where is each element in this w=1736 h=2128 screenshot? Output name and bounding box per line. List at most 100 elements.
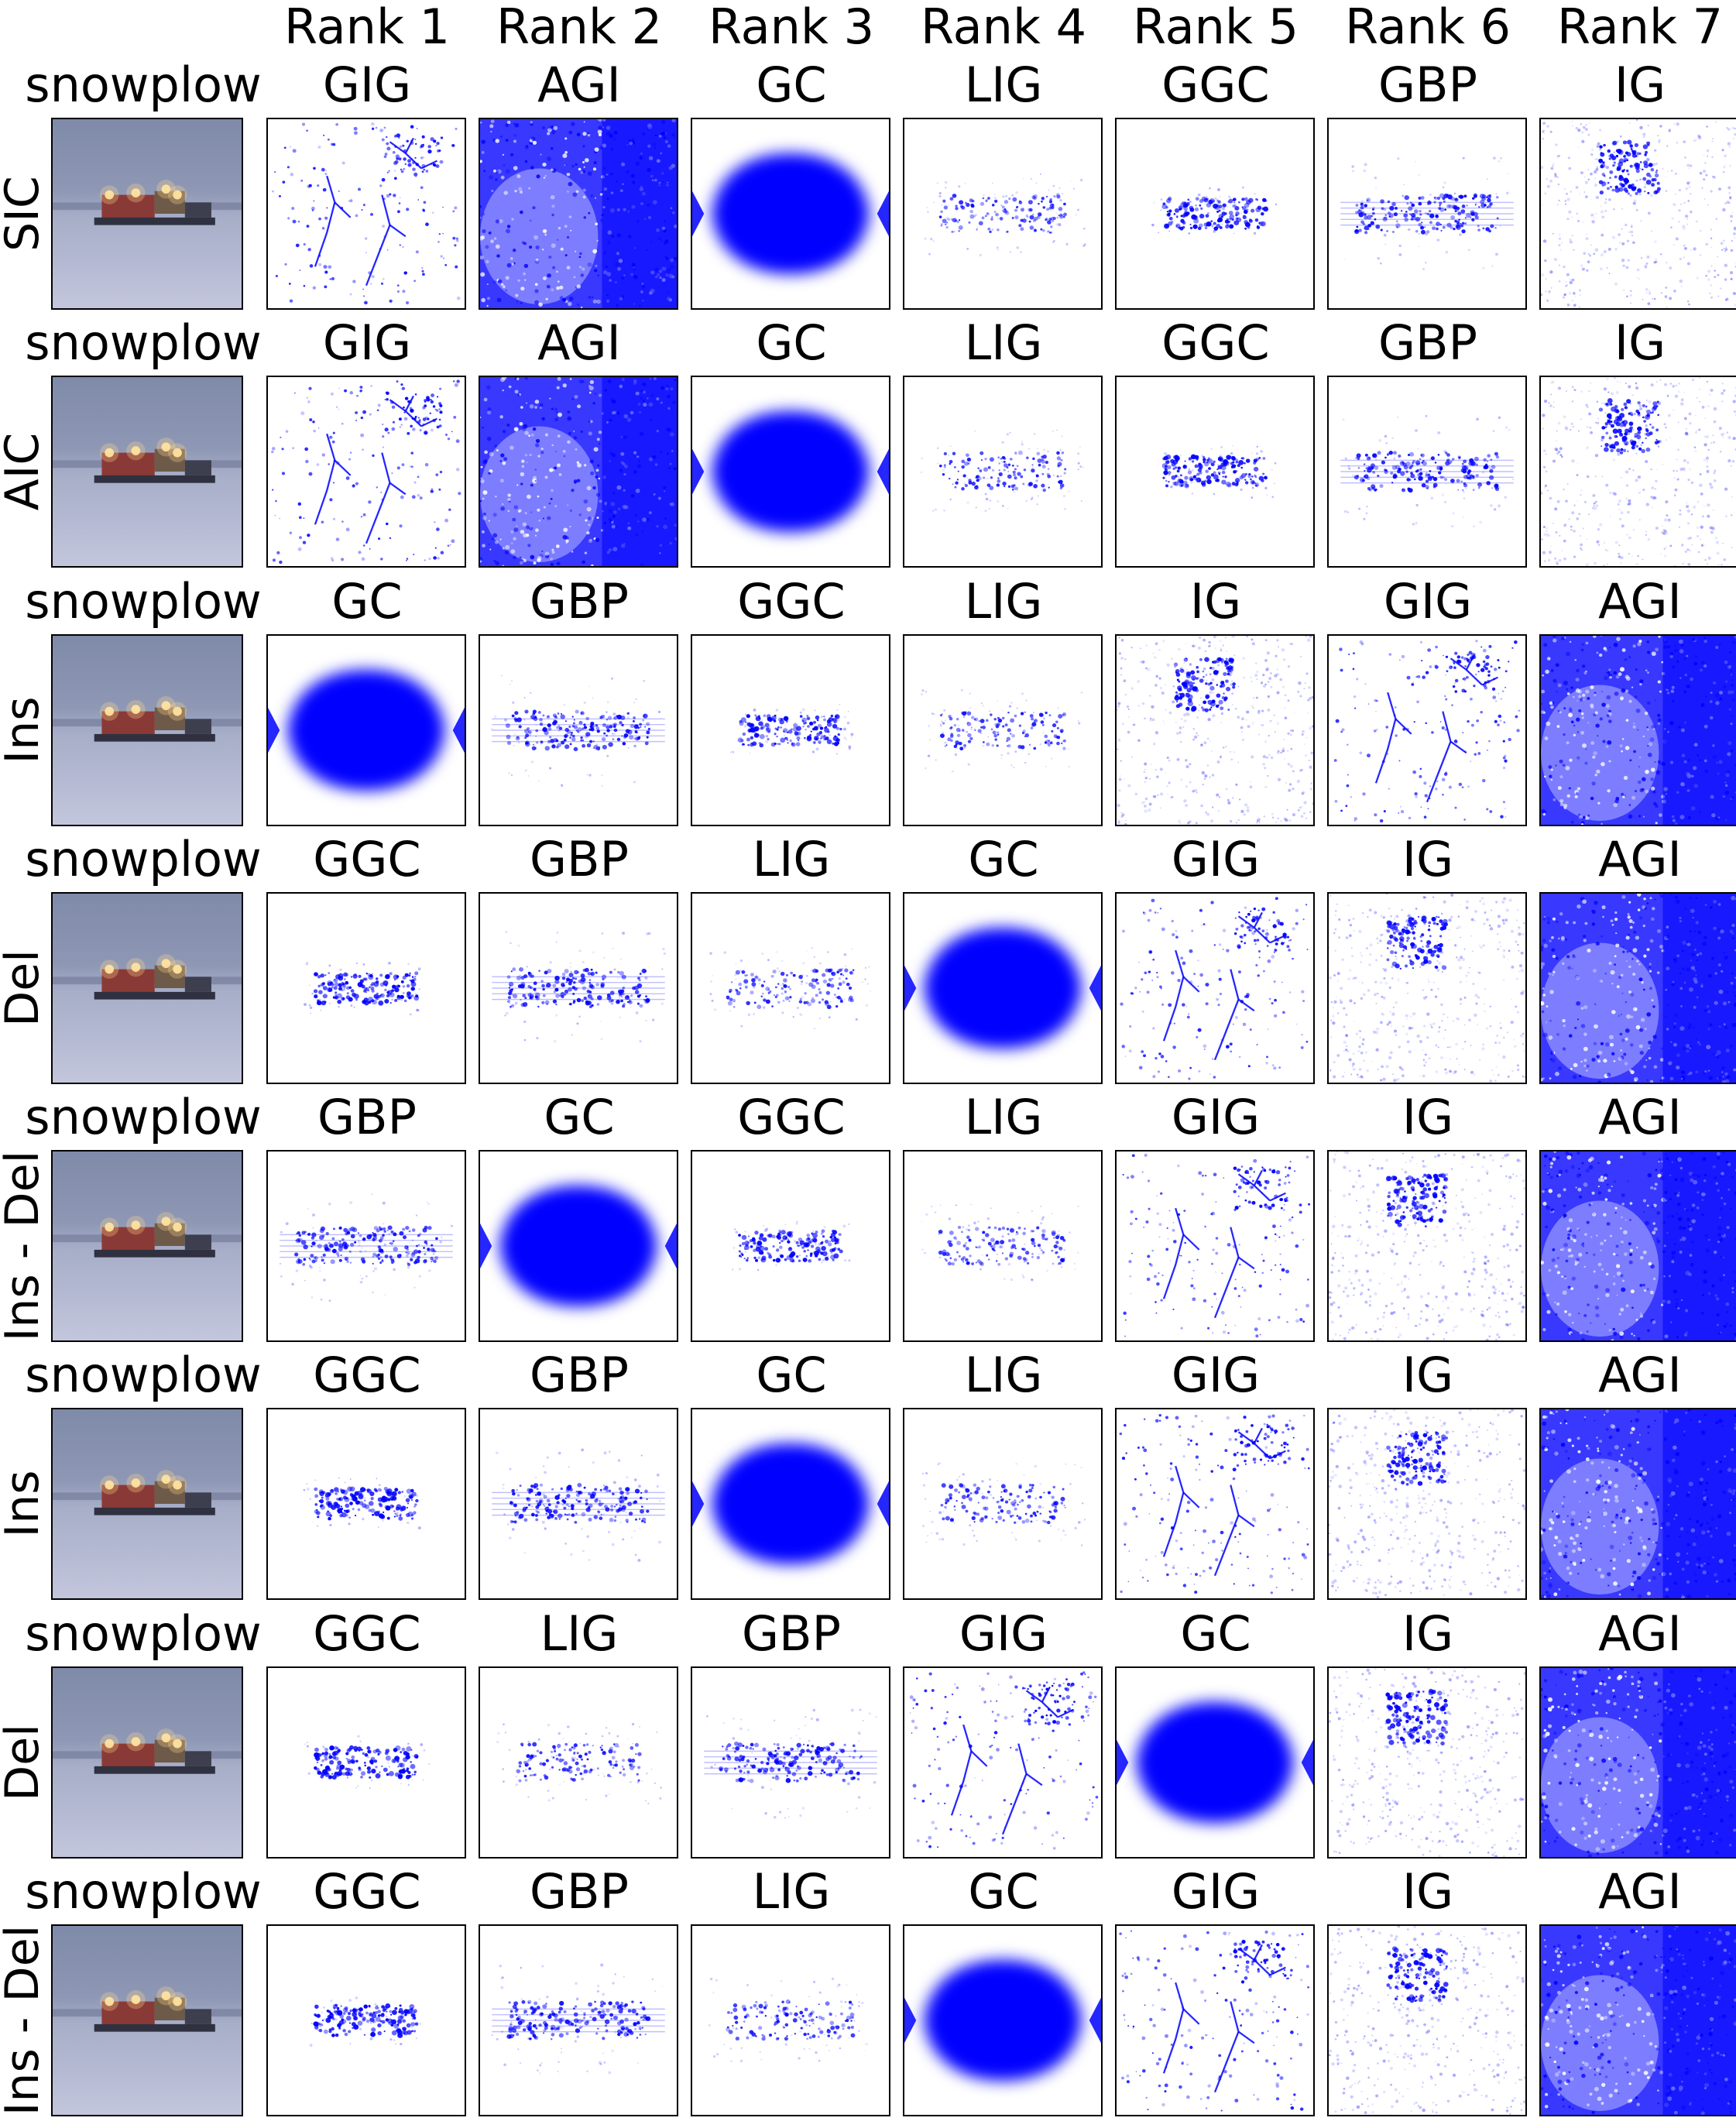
attribution-cell: IG xyxy=(1322,829,1534,1087)
method-label: GBP xyxy=(742,1605,841,1662)
method-label: AGI xyxy=(1598,1347,1682,1403)
figure-row: snowplow AIC GIG AGI GC LIG GGC GBP IG xyxy=(0,312,1736,571)
saliency-map xyxy=(1539,1924,1736,2116)
saliency-map xyxy=(1115,118,1315,310)
attribution-cell: LIG xyxy=(897,1344,1110,1603)
saliency-map-gig xyxy=(1119,1930,1310,2112)
attribution-cell: AGI xyxy=(473,54,685,313)
method-label: GIG xyxy=(1383,573,1473,630)
method-label: GIG xyxy=(1171,1863,1261,1920)
saliency-map xyxy=(1539,376,1736,568)
class-label: snowplow xyxy=(25,1605,262,1662)
method-label: AGI xyxy=(1598,573,1682,630)
class-label: snowplow xyxy=(25,831,262,887)
attribution-cell: IG xyxy=(1322,1086,1534,1345)
snowplow-photo xyxy=(53,1728,242,1774)
attribution-cell: GIG xyxy=(261,54,473,313)
saliency-map xyxy=(266,1150,466,1342)
method-label: GBP xyxy=(1378,57,1477,113)
row-label-container: Ins xyxy=(0,634,50,826)
saliency-map-gc xyxy=(904,927,1101,1049)
saliency-map-gig xyxy=(271,379,461,565)
attribution-cell: GIG xyxy=(897,1603,1110,1862)
attribution-cell: GGC xyxy=(261,1861,473,2119)
saliency-map-ig xyxy=(1329,1409,1525,1598)
attribution-cell: GIG xyxy=(261,312,473,571)
row-label-container: Ins - Del xyxy=(0,1150,50,1342)
saliency-map xyxy=(691,1150,890,1342)
attribution-cell: GGC xyxy=(1110,54,1322,313)
saliency-map xyxy=(1115,634,1315,826)
saliency-map xyxy=(1327,1666,1527,1859)
attribution-cell: AGI xyxy=(1534,1861,1736,2119)
saliency-map xyxy=(903,376,1103,568)
saliency-map-gig xyxy=(272,122,461,305)
attribution-cell: IG xyxy=(1322,1861,1534,2119)
saliency-map-gbp xyxy=(1340,414,1515,528)
method-label: GIG xyxy=(1171,831,1261,887)
saliency-map-gbp xyxy=(491,1963,665,2075)
method-label: GBP xyxy=(1378,314,1477,371)
class-label: snowplow xyxy=(25,1347,262,1403)
method-label: IG xyxy=(1401,1089,1454,1145)
saliency-map xyxy=(266,634,466,826)
attribution-cell: GGC xyxy=(685,571,897,829)
saliency-map-gc xyxy=(692,410,889,533)
method-label: GC xyxy=(756,57,827,113)
row-label-container: Ins - Del xyxy=(0,1924,50,2116)
saliency-map xyxy=(691,1924,890,2116)
attribution-cell: AGI xyxy=(1534,829,1736,1087)
saliency-map xyxy=(1115,1666,1315,1859)
saliency-map-ig xyxy=(1541,119,1736,308)
saliency-map xyxy=(479,118,678,310)
saliency-map xyxy=(1539,118,1736,310)
saliency-map-agi xyxy=(1541,1668,1736,1857)
saliency-map-agi xyxy=(1541,636,1736,825)
method-label: GC xyxy=(544,1089,615,1145)
saliency-map xyxy=(266,1666,466,1859)
attribution-cell: LIG xyxy=(685,1861,897,2119)
figure-row: snowplow Ins GC GBP GGC LIG IG GIG AGI xyxy=(0,571,1736,829)
saliency-map xyxy=(691,1408,890,1600)
attribution-cell: GBP xyxy=(473,571,685,829)
saliency-map-agi xyxy=(1541,1926,1736,2115)
attribution-cell: AGI xyxy=(1534,1086,1736,1345)
attribution-cell: IG xyxy=(1110,571,1322,829)
figure-row: snowplow Ins GGC GBP GC LIG GIG IG AGI xyxy=(0,1344,1736,1603)
attribution-cell: IG xyxy=(1322,1344,1534,1603)
attribution-cell: GIG xyxy=(1110,829,1322,1087)
method-label: GBP xyxy=(530,573,629,630)
input-image-snowplow xyxy=(51,1150,243,1342)
saliency-map-ig xyxy=(1329,1668,1525,1857)
method-label: GGC xyxy=(737,1089,846,1145)
rank-header-2: Rank 2 xyxy=(496,0,663,55)
method-label: GGC xyxy=(313,1347,421,1403)
method-label: GGC xyxy=(313,831,421,887)
saliency-map xyxy=(479,1408,678,1600)
method-label: GC xyxy=(1180,1605,1251,1662)
class-label: snowplow xyxy=(25,57,262,113)
rank-header-4: Rank 4 xyxy=(920,0,1087,55)
attribution-cell: GGC xyxy=(685,1086,897,1345)
saliency-map-ggc xyxy=(309,1996,422,2047)
attribution-cell: GBP xyxy=(473,1861,685,2119)
saliency-map xyxy=(1327,1150,1527,1342)
saliency-map xyxy=(691,634,890,826)
saliency-map xyxy=(903,1924,1103,2116)
saliency-map-ggc xyxy=(304,1735,431,1789)
saliency-map-gig xyxy=(1122,1153,1311,1338)
input-image-snowplow xyxy=(51,376,243,568)
method-label: LIG xyxy=(964,314,1043,371)
method-label: GBP xyxy=(530,1347,629,1403)
saliency-map-gc xyxy=(268,669,465,791)
saliency-map xyxy=(691,376,890,568)
attribution-cell: GGC xyxy=(261,829,473,1087)
attribution-cell: LIG xyxy=(897,312,1110,571)
saliency-map-ig xyxy=(1329,1926,1525,2115)
attribution-cell: GGC xyxy=(261,1603,473,1862)
method-label: AGI xyxy=(1598,831,1682,887)
method-label: GC xyxy=(331,573,403,630)
saliency-map-ggc xyxy=(303,1477,421,1530)
metric-label: Ins - Del xyxy=(0,1924,50,2116)
